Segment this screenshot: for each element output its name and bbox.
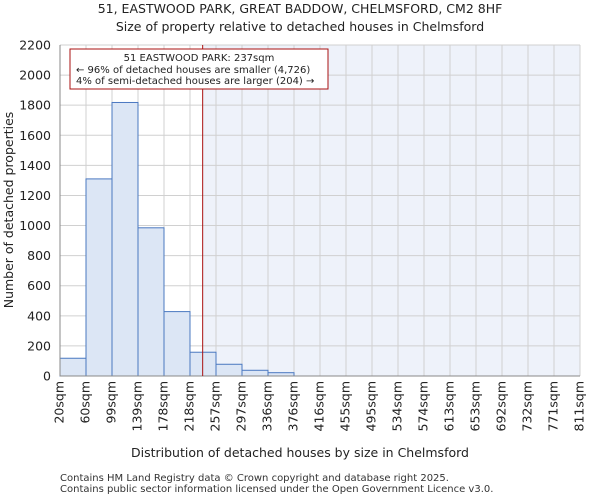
x-tick-label: 416sqm — [312, 381, 327, 431]
annotation-larger: 4% of semi-detached houses are larger (2… — [76, 76, 314, 87]
plot-area: 0 200 400 600 800 1000 1200 1400 1600 1800 2000 220… — [19, 38, 586, 432]
x-tick-label: 376sqm — [286, 381, 301, 431]
x-tick-label: 653sqm — [468, 381, 483, 431]
x-tick-label: 178sqm — [156, 381, 171, 431]
x-tick-label: 455sqm — [338, 381, 353, 431]
bar-60sqm — [85, 178, 113, 377]
x-tick-label: 336sqm — [260, 381, 275, 431]
x-tick-label: 218sqm — [182, 381, 197, 431]
y-tick-label: 1400 — [19, 158, 51, 173]
x-tick-label: 20sqm — [52, 381, 67, 424]
x-tick-label: 297sqm — [234, 381, 249, 431]
x-axis-label: Distribution of detached houses by size … — [131, 445, 469, 460]
bar-139sqm — [137, 227, 165, 377]
footer-line1: Contains HM Land Registry data © Crown c… — [60, 473, 449, 484]
x-tick-label: 811sqm — [572, 381, 587, 431]
y-axis-label: Number of detached properties — [1, 112, 16, 309]
bar-20sqm — [59, 357, 87, 377]
bar-257sqm — [215, 363, 243, 377]
chart-title-line2: Size of property relative to detached ho… — [116, 19, 484, 34]
bar-99sqm — [111, 101, 139, 377]
x-tick-label: 495sqm — [364, 381, 379, 431]
y-tick-label: 1600 — [19, 128, 51, 143]
y-tick-label: 2000 — [19, 68, 51, 83]
annotation-box — [69, 48, 329, 90]
bar-178sqm — [163, 311, 191, 377]
x-tick-label: 574sqm — [416, 381, 431, 431]
x-tick-label: 139sqm — [130, 381, 145, 431]
y-tick-label: 600 — [27, 278, 51, 293]
bar-297sqm — [241, 369, 269, 377]
annotation-smaller: ← 96% of detached houses are smaller (4,… — [76, 65, 310, 76]
x-tick-label: 692sqm — [494, 381, 509, 431]
x-tick-label: 534sqm — [390, 381, 405, 431]
x-tick-label: 771sqm — [546, 381, 561, 431]
y-tick-label: 200 — [27, 338, 51, 353]
x-tick-label: 99sqm — [104, 381, 119, 424]
y-tick-label: 1200 — [19, 188, 51, 203]
y-tick-label: 400 — [27, 308, 51, 323]
chart-title-line1: 51, EASTWOOD PARK, GREAT BADDOW, CHELMSF… — [98, 1, 503, 16]
y-tick-label: 0 — [43, 369, 51, 384]
y-tick-label: 1800 — [19, 98, 51, 113]
y-tick-label: 800 — [27, 248, 51, 263]
x-tick-label: 613sqm — [442, 381, 457, 431]
x-tick-label: 257sqm — [208, 381, 223, 431]
y-tick-label: 1000 — [19, 218, 51, 233]
annotation-title: 51 EASTWOOD PARK: 237sqm — [124, 53, 275, 64]
x-tick-label: 732sqm — [520, 381, 535, 431]
larger-region-shade — [202, 45, 580, 376]
footer-line2: Contains public sector information licen… — [60, 484, 493, 495]
y-tick-label: 2200 — [19, 38, 51, 53]
x-tick-label: 60sqm — [78, 381, 93, 424]
